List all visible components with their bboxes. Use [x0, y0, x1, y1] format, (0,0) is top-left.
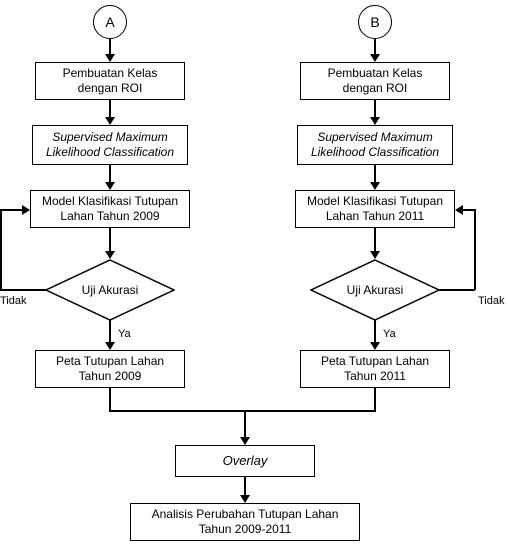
arrowhead	[105, 182, 115, 190]
edge	[109, 410, 376, 412]
arrowhead	[370, 251, 380, 259]
arrowhead	[370, 54, 380, 62]
arrowhead	[240, 437, 250, 445]
node-b-model: Model Klasifikasi Tutupan Lahan Tahun 20…	[295, 190, 455, 228]
node-b-peta: Peta Tutupan Lahan Tahun 2011	[300, 350, 450, 388]
node-a-sml: Supervised Maximum Likelihood Classifica…	[32, 125, 188, 165]
line: Tahun 2009	[79, 369, 142, 384]
line: Tahun 2011	[344, 369, 406, 384]
arrowhead	[105, 342, 115, 350]
line: Pembuatan Kelas	[328, 66, 423, 81]
start-b-label: B	[370, 14, 379, 30]
edge	[109, 320, 111, 344]
edge	[0, 289, 46, 291]
edge	[374, 228, 376, 253]
arrowhead	[370, 117, 380, 125]
arrowhead	[105, 54, 115, 62]
edge	[474, 209, 476, 290]
line: Model Klasifikasi Tutupan	[307, 194, 443, 209]
label-b-tidak: Tidak	[478, 295, 505, 307]
line: Peta Tutupan Lahan	[321, 354, 429, 369]
arrowhead	[240, 495, 250, 503]
line: Tahun 2009-2011	[199, 522, 292, 537]
line: Likelihood Classification	[46, 145, 174, 160]
line: Supervised Maximum	[317, 130, 432, 145]
node-analisis: Analisis Perubahan Tutupan Lahan Tahun 2…	[130, 503, 360, 541]
line: Peta Tutupan Lahan	[56, 354, 164, 369]
node-overlay: Overlay	[175, 445, 315, 477]
line: Lahan Tahun 2009	[60, 209, 159, 224]
node-b-roi: Pembuatan Kelas dengan ROI	[300, 62, 450, 100]
start-node-a: A	[93, 5, 127, 39]
edge	[244, 477, 246, 497]
edge	[109, 228, 111, 253]
line: dengan ROI	[343, 81, 408, 96]
diamond-label: Uji Akurasi	[45, 283, 175, 297]
label-a-ya: Ya	[118, 328, 131, 340]
arrowhead	[370, 182, 380, 190]
node-a-roi: Pembuatan Kelas dengan ROI	[35, 62, 185, 100]
line: Supervised Maximum	[52, 130, 167, 145]
edge	[109, 388, 111, 410]
start-node-b: B	[358, 5, 392, 39]
line: Likelihood Classification	[311, 145, 439, 160]
line: Pembuatan Kelas	[63, 66, 158, 81]
line: Overlay	[223, 453, 268, 469]
diamond-label: Uji Akurasi	[310, 283, 440, 297]
edge	[374, 388, 376, 410]
line: Model Klasifikasi Tutupan	[42, 194, 178, 209]
edge	[0, 209, 24, 211]
line: Lahan Tahun 2011	[326, 209, 424, 224]
edge	[0, 209, 2, 290]
arrowhead	[105, 251, 115, 259]
edge	[244, 410, 246, 439]
node-a-peta: Peta Tutupan Lahan Tahun 2009	[35, 350, 185, 388]
start-a-label: A	[105, 14, 114, 30]
arrowhead	[105, 117, 115, 125]
arrowhead	[22, 205, 30, 215]
line: dengan ROI	[78, 81, 143, 96]
node-b-sml: Supervised Maximum Likelihood Classifica…	[297, 125, 453, 165]
arrowhead	[370, 342, 380, 350]
edge	[439, 289, 475, 291]
label-b-ya: Ya	[383, 328, 396, 340]
node-a-uji: Uji Akurasi	[45, 259, 175, 321]
edge	[374, 320, 376, 344]
arrowhead	[455, 205, 463, 215]
line: Analisis Perubahan Tutupan Lahan	[152, 507, 339, 522]
edge	[461, 209, 475, 211]
node-b-uji: Uji Akurasi	[310, 259, 440, 321]
node-a-model: Model Klasifikasi Tutupan Lahan Tahun 20…	[30, 190, 190, 228]
flowchart-canvas: A Pembuatan Kelas dengan ROI Supervised …	[0, 0, 508, 554]
label-a-tidak: Tidak	[0, 295, 27, 307]
